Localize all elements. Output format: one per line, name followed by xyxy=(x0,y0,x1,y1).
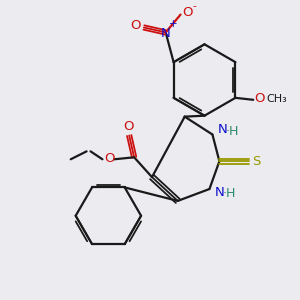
Text: N: N xyxy=(214,187,224,200)
Text: O: O xyxy=(104,152,115,165)
Text: -: - xyxy=(193,1,196,11)
Text: N: N xyxy=(161,27,171,40)
Text: O: O xyxy=(254,92,264,105)
Text: N: N xyxy=(218,123,227,136)
Text: ·H: ·H xyxy=(223,188,236,200)
Text: O: O xyxy=(182,6,193,19)
Text: +: + xyxy=(169,20,178,29)
Text: CH₃: CH₃ xyxy=(267,94,287,104)
Text: S: S xyxy=(252,155,260,168)
Text: O: O xyxy=(131,19,141,32)
Text: ·H: ·H xyxy=(226,125,239,138)
Text: O: O xyxy=(123,120,134,133)
